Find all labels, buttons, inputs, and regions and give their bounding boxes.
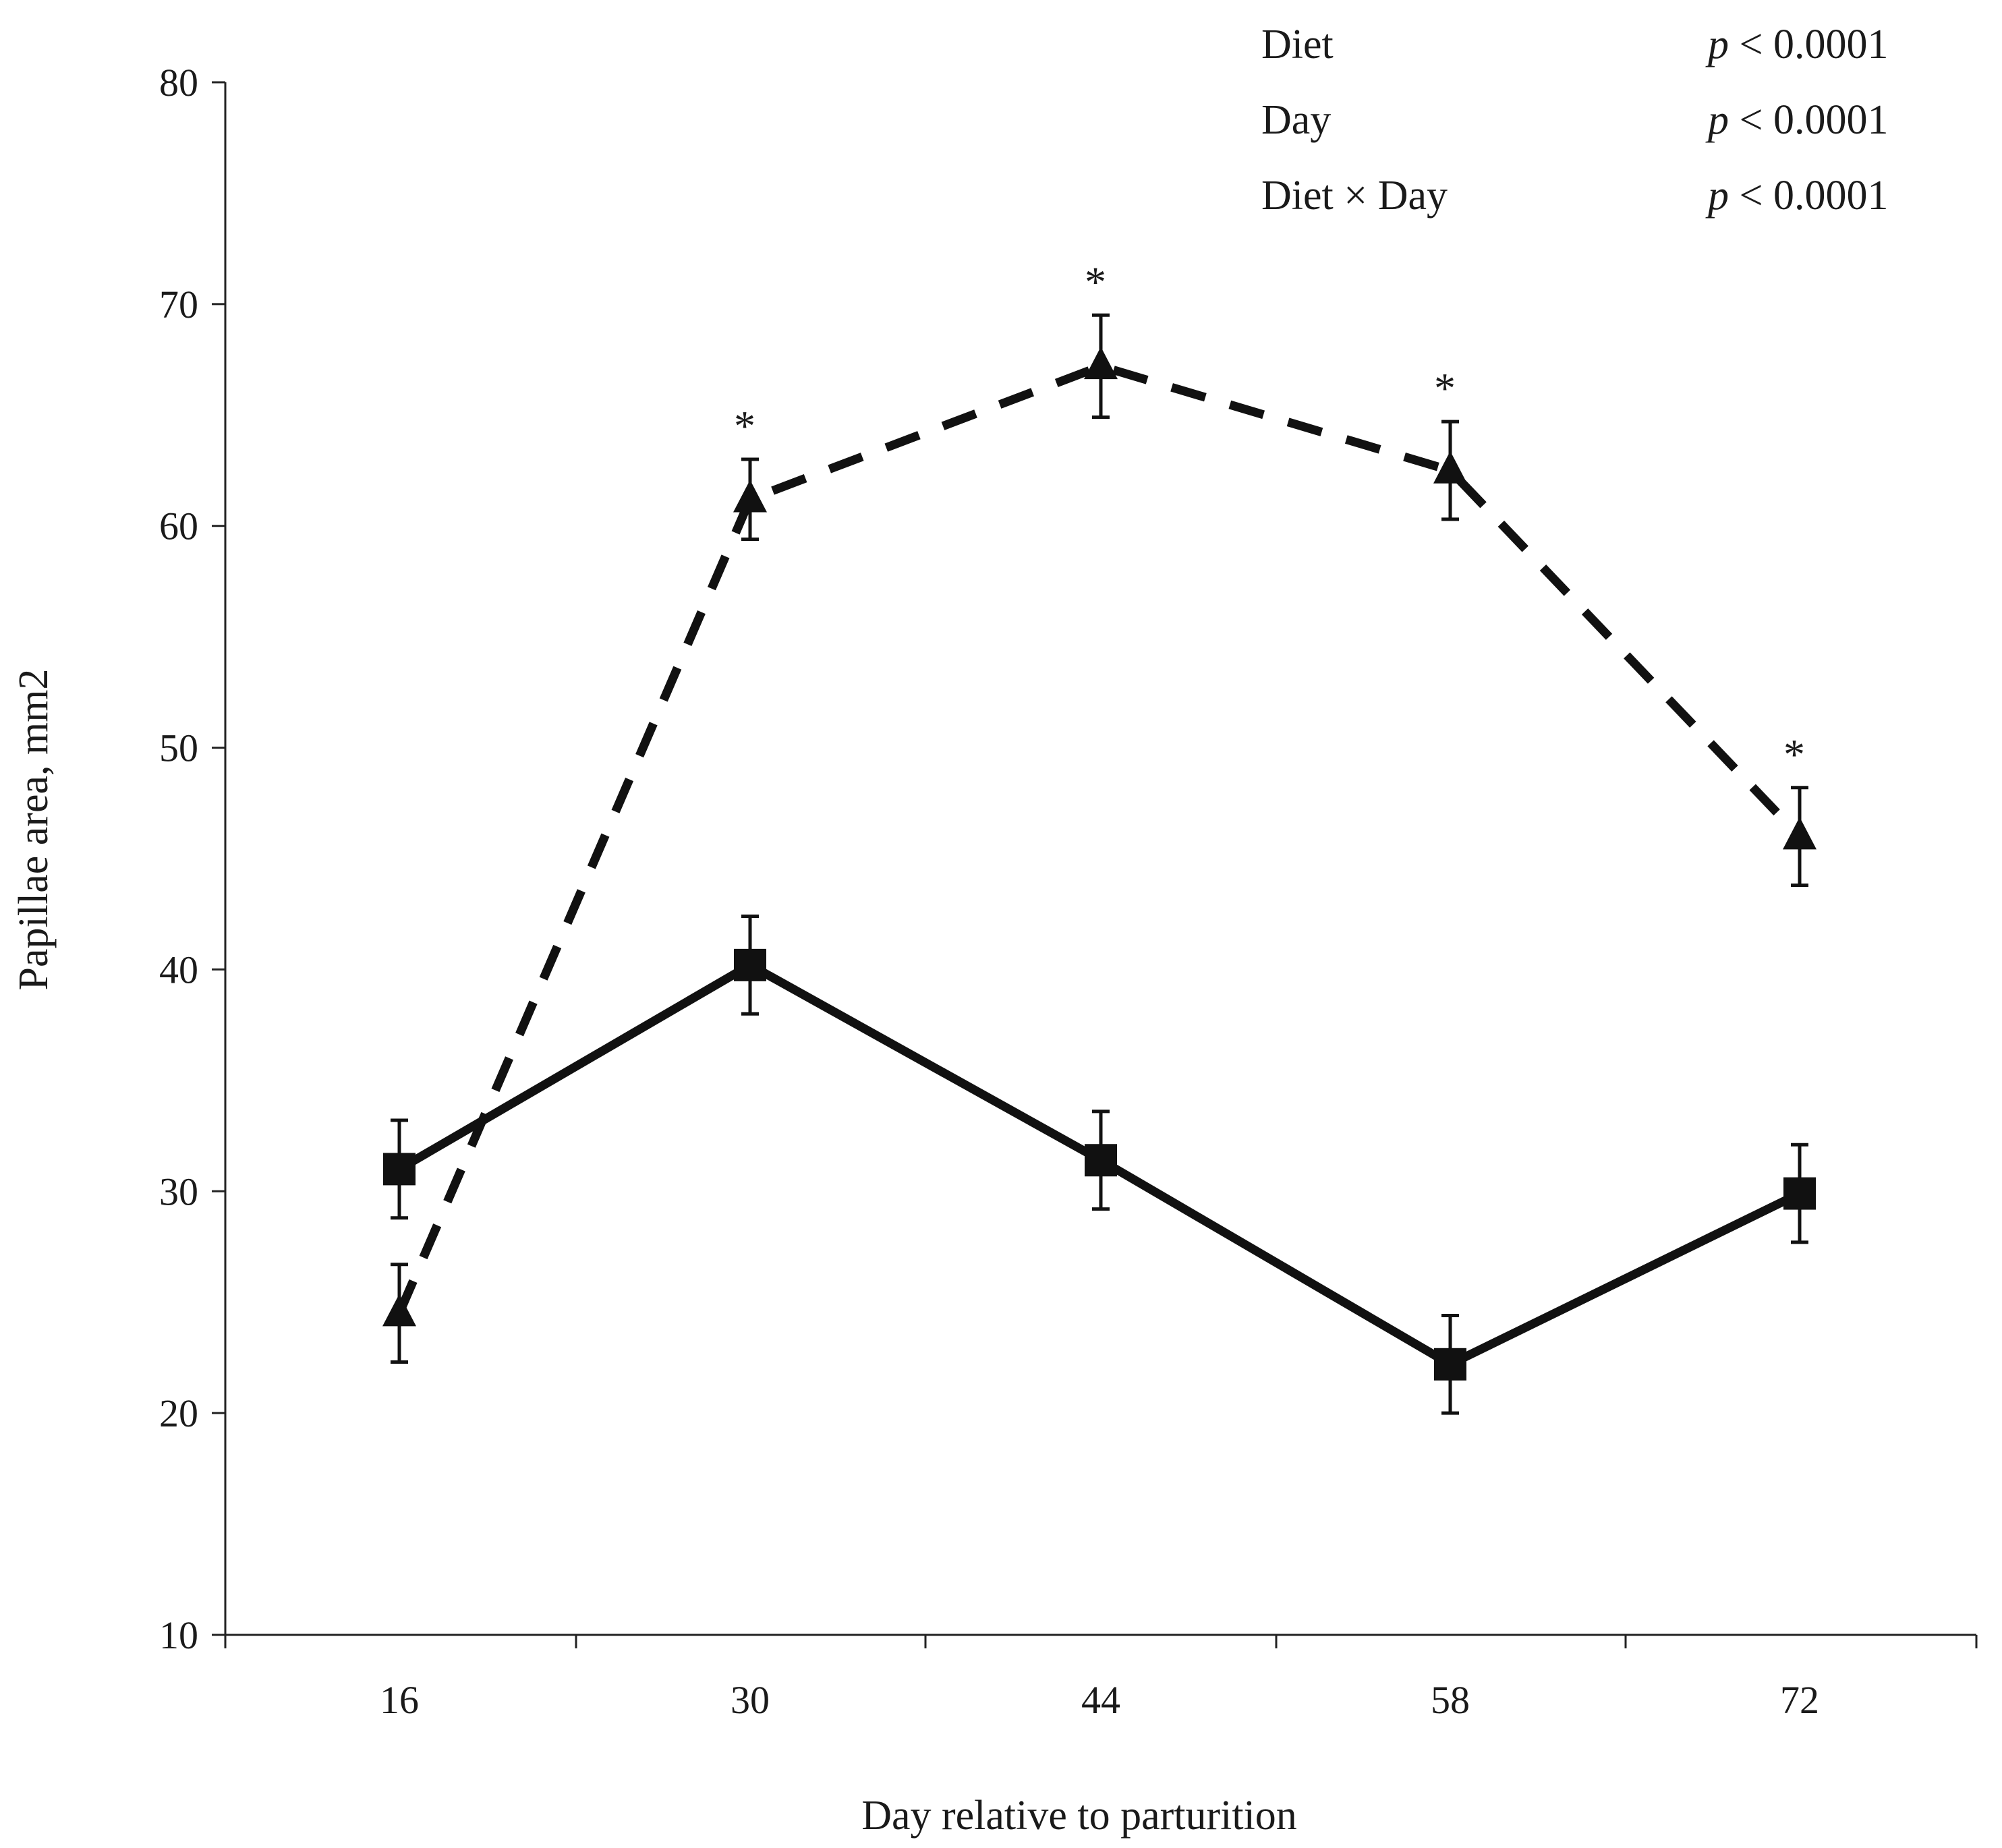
marker-square-58 [1434,1348,1466,1381]
significance-star-44: * [1085,258,1106,306]
y-tick-label-70: 70 [159,283,198,326]
y-tick-label-60: 60 [159,504,198,548]
y-tick-label-10: 10 [159,1613,198,1657]
x-tick-label-72: 72 [1780,1678,1819,1722]
marker-square-30 [734,948,766,981]
series-solid-squares [383,915,1816,1415]
significance-star-30: * [734,402,755,450]
marker-square-16 [383,1153,416,1186]
marker-triangle-58 [1433,451,1467,484]
marker-triangle-30 [733,480,767,513]
y-axis-title: Papillae area, mm2 [11,669,57,991]
stat-p-diet: p < 0.0001 [1705,22,1888,67]
stat-p-day: p < 0.0001 [1705,97,1888,143]
x-tick-label-58: 58 [1431,1678,1470,1722]
y-tick-label-20: 20 [159,1391,198,1435]
stat-effect-day: Day [1261,97,1331,143]
y-tick-label-40: 40 [159,948,198,991]
stat-p-diet-x-day: p < 0.0001 [1705,173,1888,219]
y-tick-label-50: 50 [159,726,198,770]
y-tick-label-30: 30 [159,1170,198,1213]
x-tick-label-30: 30 [731,1678,770,1722]
axes [224,82,1976,1636]
y-tick-label-80: 80 [159,61,198,105]
stat-effect-diet: Diet [1261,22,1334,67]
y-ticks: 10 20 30 40 50 60 70 80 [159,61,225,1657]
marker-triangle-72 [1783,817,1817,850]
series-dashed-triangles: * * * * [382,258,1817,1364]
stat-effect-diet-x-day: Diet × Day [1261,173,1448,219]
x-axis-title: Day relative to parturition [861,1793,1297,1839]
plot-series: * * * * [382,258,1817,1415]
marker-square-72 [1783,1177,1816,1210]
x-ticks: 16 30 44 58 72 [224,1635,1978,1722]
stats-annotation: Diet p < 0.0001 Day p < 0.0001 Diet × Da… [1261,22,1888,219]
significance-star-58: * [1434,364,1456,412]
series-line-dashed-triangles [395,362,1803,1315]
marker-triangle-16 [382,1294,416,1327]
x-tick-label-16: 16 [380,1678,419,1722]
marker-square-44 [1085,1144,1117,1177]
marker-triangle-44 [1084,347,1118,380]
significance-star-72: * [1783,730,1805,778]
x-tick-label-44: 44 [1081,1678,1120,1722]
